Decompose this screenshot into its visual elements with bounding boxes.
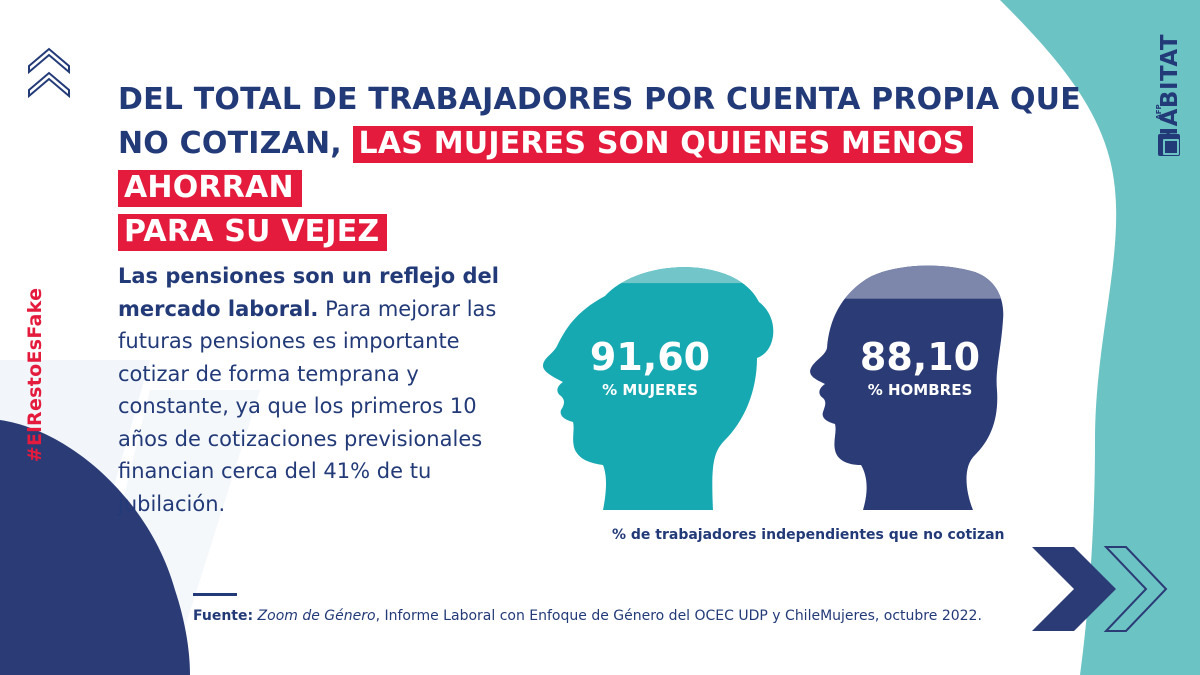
- logo-mark-icon: [1158, 134, 1180, 156]
- source-note: Fuente: Zoom de Género, Informe Laboral …: [193, 608, 982, 624]
- logo-brand-text: HABITAT: [1157, 33, 1183, 147]
- source-divider: [193, 593, 237, 596]
- hashtag-text: #ElRestoEsFake: [24, 287, 46, 463]
- logo-afp-label: AFP: [1152, 100, 1166, 124]
- navy-corner-shape: [0, 420, 190, 675]
- heads-svg: [543, 265, 1004, 510]
- title-text: DEL TOTAL DE TRABAJADORES POR CUENTA PRO…: [118, 82, 1081, 161]
- women-label: % MUJERES: [602, 381, 698, 399]
- source-label: Fuente:: [193, 608, 254, 624]
- men-stat: 88,10 % HOMBRES: [845, 336, 995, 400]
- body-text: Para mejorar las futuras pensiones es im…: [118, 296, 497, 516]
- page-title: DEL TOTAL DE TRABAJADORES POR CUENTA PRO…: [118, 78, 1118, 254]
- teal-wave-shape: [1000, 0, 1200, 675]
- men-value: 88,10: [859, 335, 981, 379]
- women-value: 91,60: [589, 335, 711, 379]
- women-stat: 91,60 % MUJERES: [575, 336, 725, 400]
- title-highlight-2: PARA SU VEJEZ: [118, 214, 388, 251]
- hashtag-label: #ElRestoEsFake: [24, 287, 46, 463]
- source-title: Zoom de Género: [257, 608, 376, 624]
- source-text: , Informe Laboral con Enfoque de Género …: [375, 608, 982, 624]
- chevron-up-icon: [28, 47, 70, 99]
- logo-afp-text: AFP: [1155, 104, 1163, 120]
- chart-caption: % de trabajadores independientes que no …: [612, 527, 1005, 543]
- chevron-right-icon: [1032, 546, 1168, 632]
- body-bold-text: Las pensiones son un reflejo del mercado…: [118, 264, 499, 321]
- heads-illustration: 91,60 % MUJERES 88,10 % HOMBRES: [535, 260, 1015, 510]
- body-paragraph: Las pensiones son un reflejo del mercado…: [118, 260, 518, 520]
- men-label: % HOMBRES: [867, 381, 973, 399]
